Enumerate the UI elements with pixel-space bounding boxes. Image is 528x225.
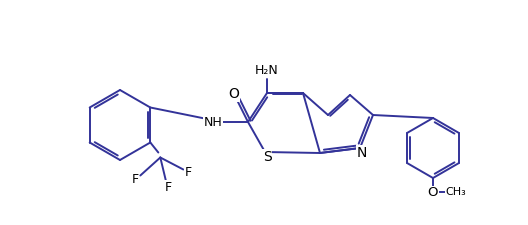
Text: S: S	[262, 150, 271, 164]
Text: N: N	[357, 146, 367, 160]
Text: O: O	[428, 187, 438, 200]
Text: F: F	[165, 181, 172, 194]
Text: NH: NH	[204, 115, 222, 128]
Text: H₂N: H₂N	[255, 65, 279, 77]
Text: F: F	[132, 173, 139, 186]
Text: F: F	[185, 166, 192, 179]
Text: CH₃: CH₃	[446, 187, 466, 197]
Text: O: O	[229, 87, 239, 101]
